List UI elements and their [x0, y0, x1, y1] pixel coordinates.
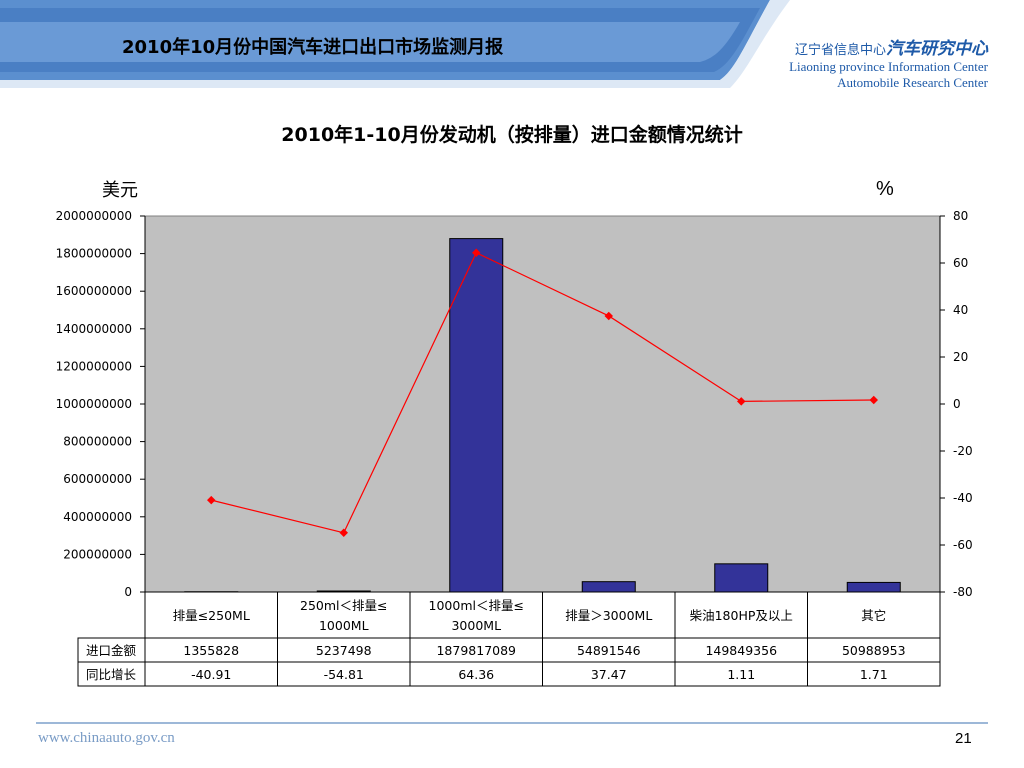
y-tick-label-left: 600000000	[63, 472, 132, 486]
y-tick-label-right: 80	[953, 209, 968, 223]
data-label-growth: 1.71	[860, 667, 888, 682]
org-name-en-1: Liaoning province Information Center	[789, 59, 988, 74]
data-label-growth: 37.47	[591, 667, 627, 682]
category-label: 1000ML	[319, 618, 369, 633]
category-label: 250ml＜排量≤	[300, 598, 387, 613]
org-name-en-2: Automobile Research Center	[837, 75, 988, 90]
y-tick-label-left: 200000000	[63, 547, 132, 561]
y-tick-label-right: 20	[953, 350, 968, 364]
page-number: 21	[955, 730, 972, 747]
y-tick-label-left: 2000000000	[56, 209, 132, 223]
org-name-cn-big: 汽车研究中心	[886, 39, 988, 59]
y-tick-label-right: -40	[953, 491, 973, 505]
bar	[714, 563, 769, 593]
y-tick-label-right: 60	[953, 256, 968, 270]
category-label: 3000ML	[451, 618, 501, 633]
header-band	[0, 0, 790, 88]
category-label: 排量≤250ML	[173, 608, 250, 623]
series-label-amount: 进口金额	[86, 643, 137, 658]
report-title: 2010年10月份中国汽车进口出口市场监测月报	[122, 37, 504, 58]
y-tick-label-left: 1800000000	[56, 247, 132, 261]
data-label-amount: 149849356	[705, 643, 777, 658]
y-tick-label-left: 1400000000	[56, 322, 132, 336]
bar	[449, 238, 504, 593]
line-point	[207, 495, 216, 505]
org-logo-block: 辽宁省信息中心汽车研究中心 Liaoning province Informat…	[789, 34, 988, 91]
series-label-growth: 同比增长	[86, 667, 137, 682]
org-name-cn-small: 辽宁省信息中心	[794, 43, 886, 58]
bar	[846, 581, 901, 593]
data-label-amount: 50988953	[842, 643, 906, 658]
y-tick-label-left: 800000000	[63, 435, 132, 449]
line-point	[339, 528, 348, 538]
y-tick-label-right: -60	[953, 538, 973, 552]
line-point	[869, 395, 878, 405]
data-label-amount: 54891546	[577, 643, 641, 658]
y-axis-label-right: %	[876, 178, 894, 200]
y-tick-label-left: 0	[124, 585, 132, 599]
category-label: 1000ml＜排量≤	[429, 598, 524, 613]
y-tick-label-right: 0	[953, 397, 961, 411]
bar	[581, 581, 636, 593]
category-label: 柴油180HP及以上	[690, 608, 793, 623]
y-axis-label-left: 美元	[102, 180, 138, 201]
data-label-amount: 5237498	[316, 643, 372, 658]
data-label-growth: 64.36	[458, 667, 494, 682]
category-label: 排量＞3000ML	[565, 608, 652, 623]
line-point	[472, 248, 481, 257]
y-tick-label-left: 1600000000	[56, 284, 132, 298]
growth-line	[211, 251, 874, 534]
data-label-amount: 1355828	[183, 643, 239, 658]
data-label-growth: 1.11	[727, 667, 755, 682]
line-point	[604, 311, 613, 321]
category-label: 其它	[861, 608, 886, 623]
line-point	[737, 397, 746, 406]
footer-divider	[36, 722, 988, 724]
y-tick-label-left: 1000000000	[56, 397, 132, 411]
plot-area	[144, 215, 941, 593]
chart-title: 2010年1-10月份发动机（按排量）进口金额情况统计	[281, 124, 743, 146]
y-tick-label-right: -20	[953, 444, 973, 458]
data-label-growth: -40.91	[191, 667, 231, 682]
y-tick-label-left: 1200000000	[56, 359, 132, 373]
data-label-amount: 1879817089	[436, 643, 516, 658]
footer-url: www.chinaauto.gov.cn	[38, 730, 175, 746]
y-tick-label-right: -80	[953, 585, 973, 599]
data-label-growth: -54.81	[324, 667, 364, 682]
y-tick-label-left: 400000000	[63, 510, 132, 524]
y-tick-label-right: 40	[953, 303, 968, 317]
